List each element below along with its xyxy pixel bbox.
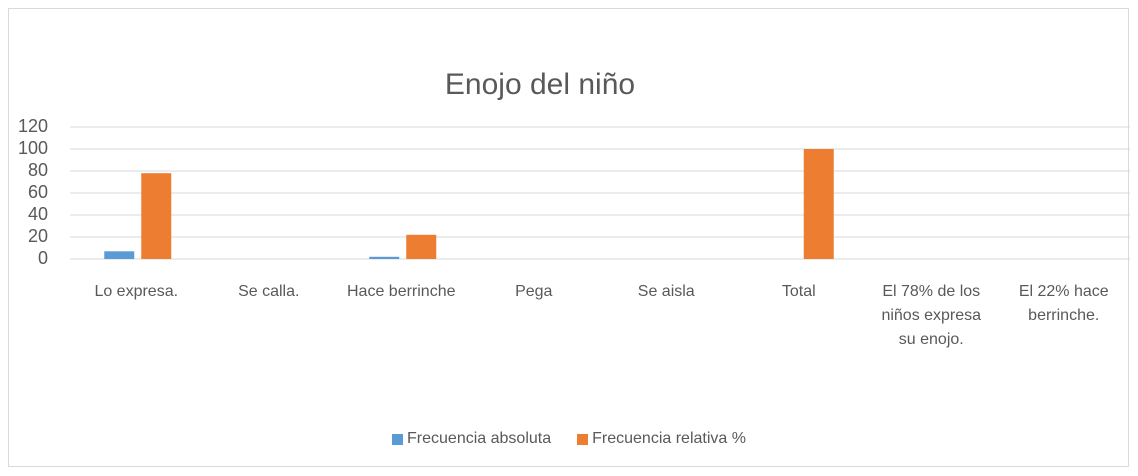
legend-label: Frecuencia relativa % (592, 430, 746, 447)
x-tick-label: Total (781, 283, 816, 300)
x-tick-label: Pega (515, 283, 553, 300)
y-tick-label: 20 (28, 226, 48, 246)
legend-swatch (577, 433, 589, 445)
y-tick-label: 40 (28, 204, 48, 224)
x-tick-label: Lo expresa. (94, 283, 179, 300)
x-tick-label: El 78% de los niños expresa su enojo. (881, 283, 982, 348)
y-tick-label: 80 (28, 160, 48, 180)
bar (141, 173, 172, 259)
chart-title: Enojo del niño (445, 68, 635, 101)
x-tick-label: El 22% hace berrinche. (1018, 283, 1109, 324)
legend-label: Frecuencia absoluta (407, 430, 552, 447)
x-tick-label: Se aisla (637, 283, 695, 300)
legend-item: Frecuencia relativa % (577, 430, 746, 448)
y-tick-label: 0 (38, 248, 48, 268)
y-tick-label: 120 (18, 116, 48, 136)
bar (406, 234, 437, 259)
bar (803, 149, 834, 259)
x-tick-label: Hace berrinche (347, 283, 456, 300)
bar (104, 251, 135, 259)
y-tick-label: 100 (18, 138, 48, 158)
y-tick-label: 60 (28, 182, 48, 202)
legend-item: Frecuencia absoluta (392, 430, 551, 448)
legend: Frecuencia absoluta Frecuencia relativa % (0, 430, 1138, 448)
legend-swatch (392, 433, 404, 445)
x-tick-label: Se calla. (238, 283, 300, 300)
bar (369, 256, 400, 259)
